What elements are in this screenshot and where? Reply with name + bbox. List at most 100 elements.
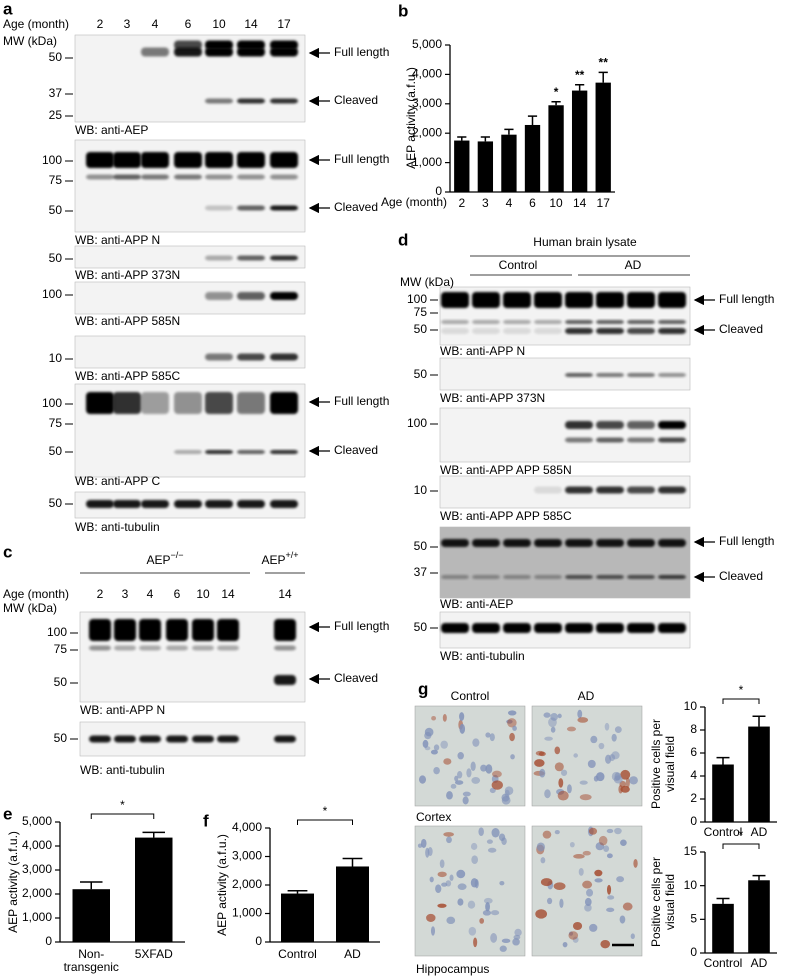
- mw-label: 50: [54, 675, 68, 689]
- y-axis-label: AEP activity (a.f.u.): [6, 831, 20, 933]
- band: [205, 353, 233, 361]
- band: [534, 539, 562, 547]
- band: [503, 623, 531, 633]
- band: [205, 174, 233, 180]
- wb-label: WB: anti-AEP: [440, 597, 513, 611]
- band: [139, 735, 161, 743]
- y-tick-label: 4,000: [22, 838, 52, 852]
- mw-axis-label: MW (kDa): [3, 601, 57, 615]
- cell: [568, 931, 579, 940]
- cell: [587, 759, 596, 769]
- band: [237, 392, 265, 414]
- cell: [457, 752, 464, 760]
- band: [89, 735, 111, 743]
- band: [596, 623, 624, 633]
- cell: [633, 858, 638, 868]
- band: [141, 174, 169, 180]
- cell: [606, 828, 614, 834]
- cell: [429, 876, 434, 883]
- band: [534, 292, 562, 308]
- cell: [625, 777, 630, 788]
- row-label: Hippocampus: [416, 962, 489, 976]
- band: [534, 328, 562, 334]
- band: [270, 392, 298, 414]
- y-tick-label: 0: [255, 934, 262, 948]
- cell: [467, 900, 476, 909]
- mw-label: 10: [49, 351, 63, 365]
- cell: [485, 901, 490, 912]
- band: [565, 373, 593, 377]
- band: [596, 437, 624, 443]
- significance: *: [739, 683, 744, 697]
- age-label: 2: [97, 587, 104, 601]
- cell: [538, 751, 546, 757]
- y-tick-label: 2,000: [232, 877, 262, 891]
- band: [205, 40, 233, 50]
- band: [658, 623, 686, 633]
- cell: [498, 833, 506, 841]
- cell: [490, 910, 500, 916]
- band: [205, 255, 233, 261]
- y-tick-label: 5,000: [412, 37, 442, 51]
- age-label: 14: [278, 587, 292, 601]
- panel-label: g: [418, 679, 428, 698]
- band: [274, 675, 296, 685]
- band: [174, 47, 202, 57]
- mw-label: 37: [414, 565, 428, 579]
- cell: [620, 785, 630, 793]
- panel-label: f: [203, 811, 209, 830]
- cell: [456, 869, 466, 879]
- cell: [507, 718, 517, 728]
- cell: [466, 768, 472, 778]
- cell: [598, 835, 608, 846]
- cell: [620, 769, 631, 780]
- band: [205, 205, 233, 211]
- cell: [470, 842, 478, 850]
- cell: [543, 712, 551, 718]
- band: [237, 152, 265, 168]
- group-label: AEP+/+: [261, 550, 298, 567]
- band: [565, 421, 593, 429]
- panel-label: e: [3, 804, 12, 823]
- band: [596, 539, 624, 547]
- band: [174, 174, 202, 180]
- bar: [595, 82, 611, 192]
- band: [166, 645, 188, 651]
- y-tick-label: 2,000: [22, 886, 52, 900]
- y-tick-label: 5,000: [22, 814, 52, 828]
- band: [441, 292, 469, 308]
- cell: [594, 878, 603, 883]
- band: [89, 619, 111, 641]
- band: [205, 450, 233, 454]
- error-bar: [480, 136, 490, 142]
- cell: [446, 836, 452, 844]
- cell: [622, 902, 633, 911]
- cell: [573, 854, 585, 859]
- band: [237, 174, 265, 180]
- band: [166, 735, 188, 743]
- band: [627, 292, 655, 308]
- cell: [536, 842, 546, 852]
- y-tick-label: 3,000: [22, 862, 52, 876]
- y-axis-label: AEP activity (a.f.u.): [404, 67, 418, 169]
- y-tick-label: 0: [45, 934, 52, 948]
- cell: [630, 933, 635, 940]
- band: [86, 174, 114, 180]
- cell: [485, 764, 493, 774]
- cell: [499, 945, 507, 952]
- y-tick-label: 4,000: [412, 67, 442, 81]
- cell: [609, 754, 616, 762]
- cell: [620, 839, 627, 847]
- error-bar: [716, 756, 730, 765]
- band: [596, 292, 624, 308]
- age-label: 3: [124, 17, 131, 31]
- cell: [513, 934, 521, 940]
- arrow-label: Full length: [719, 534, 774, 548]
- cell: [480, 764, 487, 772]
- cell: [595, 842, 605, 851]
- cell: [507, 710, 517, 716]
- band: [174, 500, 202, 508]
- cell: [446, 791, 453, 800]
- band: [274, 645, 296, 651]
